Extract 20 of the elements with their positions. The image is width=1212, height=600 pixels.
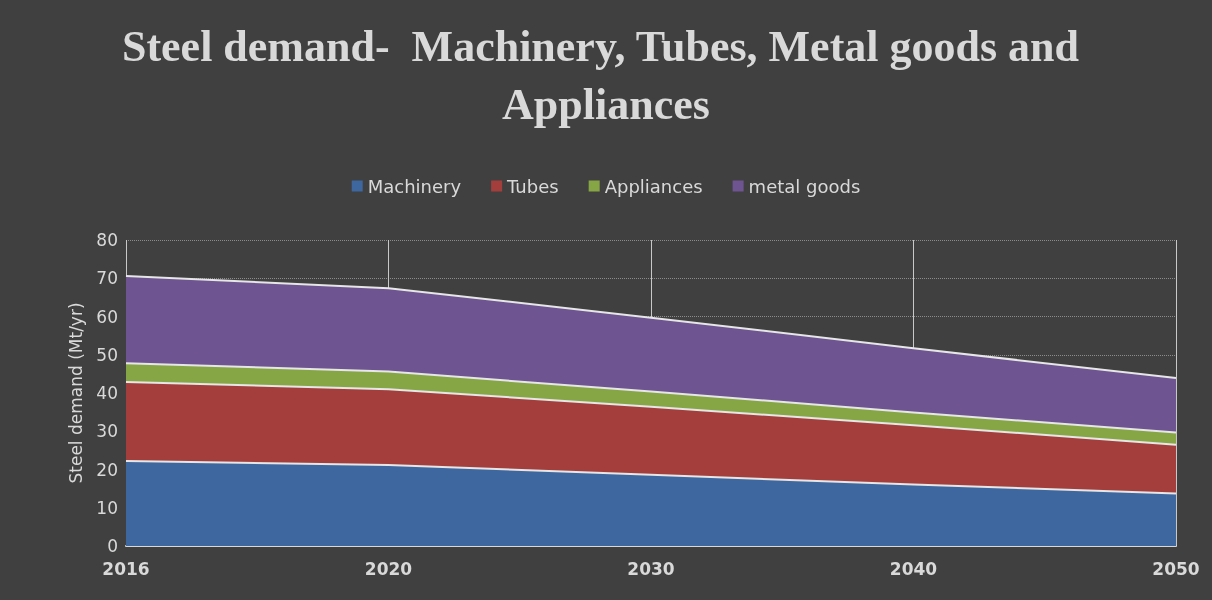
y-tick-label: 0 [107,536,118,556]
y-tick-label: 80 [96,230,118,250]
y-tick-label: 70 [96,268,118,289]
chart-title: Steel demand- Machinery, Tubes, Metal goods and Appliances [121,21,1091,129]
legend-label: Machinery [367,175,462,197]
legend-label: Tubes [506,175,559,197]
x-tick-label: 2050 [1152,558,1200,579]
x-tick-label: 2040 [889,558,938,579]
legend-label: Appliances [604,175,703,197]
y-tick-label: 20 [96,459,118,480]
x-tick-label: 2030 [627,558,675,579]
y-tick-label: 40 [96,383,118,403]
legend-label: metal goods [748,175,861,197]
y-tick-label: 50 [96,344,118,365]
x-tick-label: 2020 [364,558,413,579]
y-tick-label: 10 [96,497,118,518]
y-tick-label: 30 [96,421,118,442]
y-tick-label: 60 [96,306,118,327]
y-axis-title: Steel demand (Mt/yr) [65,302,86,484]
x-tick-label: 2016 [102,558,150,579]
